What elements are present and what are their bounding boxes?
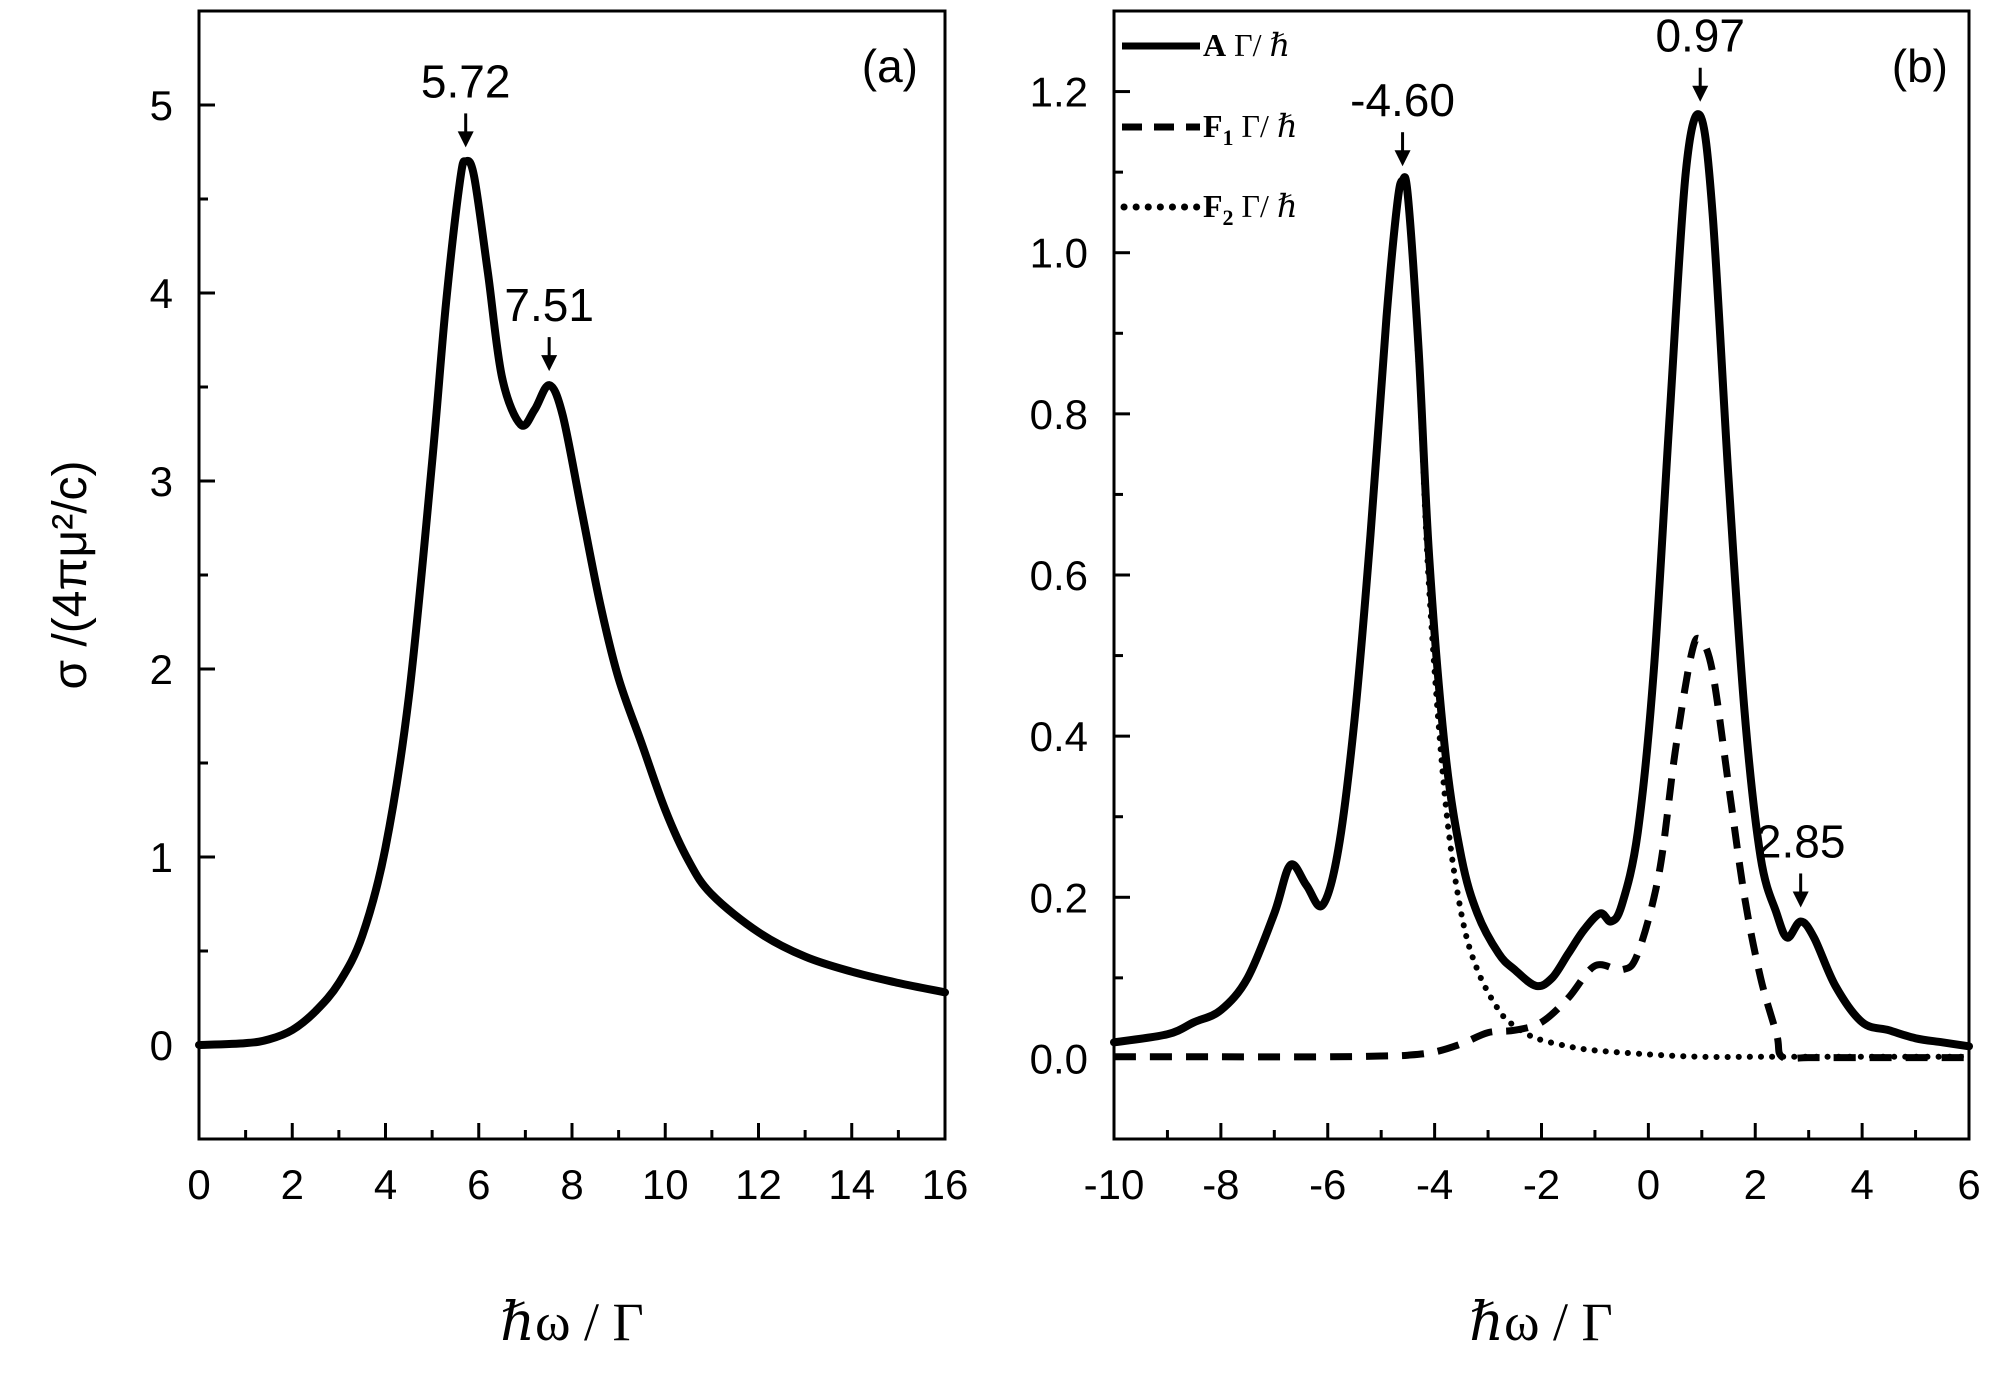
x-tick-label: 14: [828, 1161, 875, 1208]
panel-a-label: (a): [862, 40, 918, 92]
panel-b-label: (b): [1892, 40, 1948, 92]
y-tick-label: 0.6: [1030, 552, 1088, 599]
y-tick-label: 0.0: [1030, 1035, 1088, 1082]
legend-text-a: A Γ/ ℏ: [1203, 27, 1290, 63]
x-axis-title-b: ℏω / Γ: [1469, 1292, 1613, 1352]
x-tick-label: -8: [1202, 1161, 1239, 1208]
legend-f1-unit: Γ/ ℏ: [1234, 108, 1298, 144]
x-tick-label: 16: [922, 1161, 969, 1208]
y-tick-label: 0: [150, 1022, 173, 1069]
x-tick-label: 0: [1637, 1161, 1660, 1208]
y-tick-label: 5: [150, 82, 173, 129]
panel-a-series: [195, 156, 949, 1049]
legend-entry-f2: F2 Γ/ ℏ: [1120, 188, 1298, 230]
x-tick-label: 6: [467, 1161, 490, 1208]
legend-f1-main: F: [1203, 108, 1223, 144]
series-line-solid: [195, 156, 949, 1049]
legend-a-main: A: [1203, 27, 1226, 63]
legend: A Γ/ ℏ F1 Γ/ ℏ F2 Γ/ ℏ: [1120, 27, 1298, 230]
x-tick-label: 6: [1957, 1161, 1980, 1208]
legend-entry-a: A Γ/ ℏ: [1122, 27, 1290, 63]
x-tick-label: 2: [1744, 1161, 1767, 1208]
y-tick-label: 1.2: [1030, 69, 1088, 116]
series-line-dotted: [1111, 173, 1972, 1060]
annotation-label: -4.60: [1350, 74, 1455, 126]
annotation-arrow-head: [1394, 150, 1411, 167]
legend-text-f1: F1 Γ/ ℏ: [1203, 108, 1298, 150]
y-tick-label: 1.0: [1030, 230, 1088, 277]
x-tick-label: -4: [1416, 1161, 1453, 1208]
annotation-label: 2.85: [1756, 815, 1846, 867]
annotation-arrow-head: [1792, 891, 1809, 908]
panel-b-annotations: -4.60 0.97 2.85: [1350, 10, 1845, 908]
x-tick-label: 4: [1850, 1161, 1873, 1208]
legend-f1-sub: 1: [1223, 125, 1234, 150]
annotation-arrow-head: [457, 131, 474, 148]
y-tick-label: 2: [150, 646, 173, 693]
y-tick-label: 1: [150, 834, 173, 881]
x-tick-label: 4: [374, 1161, 397, 1208]
legend-f2-sub: 2: [1223, 205, 1234, 230]
series-line-dashed: [1114, 634, 1969, 1063]
legend-entry-f1: F1 Γ/ ℏ: [1122, 108, 1298, 150]
annotation-label: 7.51: [504, 279, 594, 331]
y-tick-label: 0.4: [1030, 713, 1088, 760]
annotation-arrow-head: [541, 355, 558, 372]
y-axis-title-a: σ /(4πμ²/c): [44, 460, 97, 689]
x-tick-label: 0: [187, 1161, 210, 1208]
y-tick-label: 4: [150, 270, 173, 317]
x-tick-label: 12: [735, 1161, 782, 1208]
panel-a-annotations: 5.72 7.51: [421, 55, 594, 372]
legend-f2-unit: Γ/ ℏ: [1234, 188, 1298, 224]
annotation-arrow-head: [1692, 85, 1709, 102]
y-tick-label: 3: [150, 458, 173, 505]
panel-b: -10 -8 -6 -4 -2 0 2 4 6 0.0 0.2 0.4 0.6 0.8 1.0 1.2 -4.…: [1030, 9, 1981, 1208]
x-tick-label: 10: [642, 1161, 689, 1208]
annotation-label: 0.97: [1655, 10, 1745, 62]
y-tick-label: 0.2: [1030, 874, 1088, 921]
x-tick-label: 2: [281, 1161, 304, 1208]
x-tick-label: 8: [560, 1161, 583, 1208]
x-tick-label: -2: [1523, 1161, 1560, 1208]
series-line-solid: [1110, 110, 1973, 1051]
x-axis-title-a: ℏω / Γ: [500, 1292, 644, 1352]
y-tick-label: 0.8: [1030, 391, 1088, 438]
legend-a-unit: Γ/ ℏ: [1226, 27, 1290, 63]
panel-b-frame: [1112, 9, 1971, 1141]
x-tick-label: -6: [1309, 1161, 1346, 1208]
annotation-label: 5.72: [421, 55, 511, 107]
legend-f2-main: F: [1203, 188, 1223, 224]
x-tick-label: -10: [1084, 1161, 1145, 1208]
legend-text-f2: F2 Γ/ ℏ: [1203, 188, 1298, 230]
panel-b-series: [1110, 110, 1973, 1063]
panel-b-ticks: -10 -8 -6 -4 -2 0 2 4 6 0.0 0.2 0.4 0.6 0.8 1.0 1.2: [1030, 9, 1981, 1208]
